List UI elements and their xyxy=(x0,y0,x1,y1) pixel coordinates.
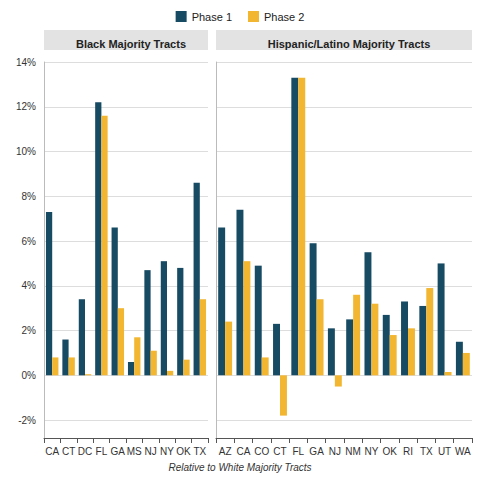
svg-text:Black Majority Tracts: Black Majority Tracts xyxy=(76,38,186,50)
svg-text:12%: 12% xyxy=(16,101,36,112)
svg-text:CT: CT xyxy=(273,446,286,457)
svg-text:CO: CO xyxy=(254,446,269,457)
svg-text:DC: DC xyxy=(78,446,92,457)
svg-text:MS: MS xyxy=(127,446,142,457)
svg-text:CA: CA xyxy=(236,446,250,457)
svg-text:4%: 4% xyxy=(22,280,37,291)
svg-text:NJ: NJ xyxy=(329,446,341,457)
svg-text:8%: 8% xyxy=(22,191,37,202)
svg-text:WA: WA xyxy=(455,446,471,457)
svg-text:2%: 2% xyxy=(22,325,37,336)
svg-text:FL: FL xyxy=(96,446,108,457)
svg-text:TX: TX xyxy=(420,446,433,457)
svg-text:OK: OK xyxy=(176,446,191,457)
svg-text:NY: NY xyxy=(160,446,174,457)
svg-text:14%: 14% xyxy=(16,57,36,68)
svg-text:TX: TX xyxy=(193,446,206,457)
svg-text:Phase 1: Phase 1 xyxy=(192,11,232,23)
svg-text:CA: CA xyxy=(45,446,59,457)
svg-text:Hispanic/Latino Majority Tract: Hispanic/Latino Majority Tracts xyxy=(268,38,431,50)
svg-text:NJ: NJ xyxy=(144,446,156,457)
svg-text:Phase 2: Phase 2 xyxy=(264,11,304,23)
svg-text:6%: 6% xyxy=(22,236,37,247)
svg-text:10%: 10% xyxy=(16,146,36,157)
svg-text:-2%: -2% xyxy=(18,415,36,426)
svg-text:RI: RI xyxy=(403,446,413,457)
svg-text:NY: NY xyxy=(364,446,378,457)
svg-text:UT: UT xyxy=(438,446,451,457)
svg-text:OK: OK xyxy=(382,446,397,457)
svg-text:Relative to White Majority Tra: Relative to White Majority Tracts xyxy=(168,462,311,473)
svg-text:NM: NM xyxy=(345,446,361,457)
svg-text:FL: FL xyxy=(292,446,304,457)
svg-text:AZ: AZ xyxy=(219,446,232,457)
svg-text:GA: GA xyxy=(111,446,126,457)
svg-text:CT: CT xyxy=(62,446,75,457)
svg-text:GA: GA xyxy=(309,446,324,457)
svg-text:0%: 0% xyxy=(22,370,37,381)
